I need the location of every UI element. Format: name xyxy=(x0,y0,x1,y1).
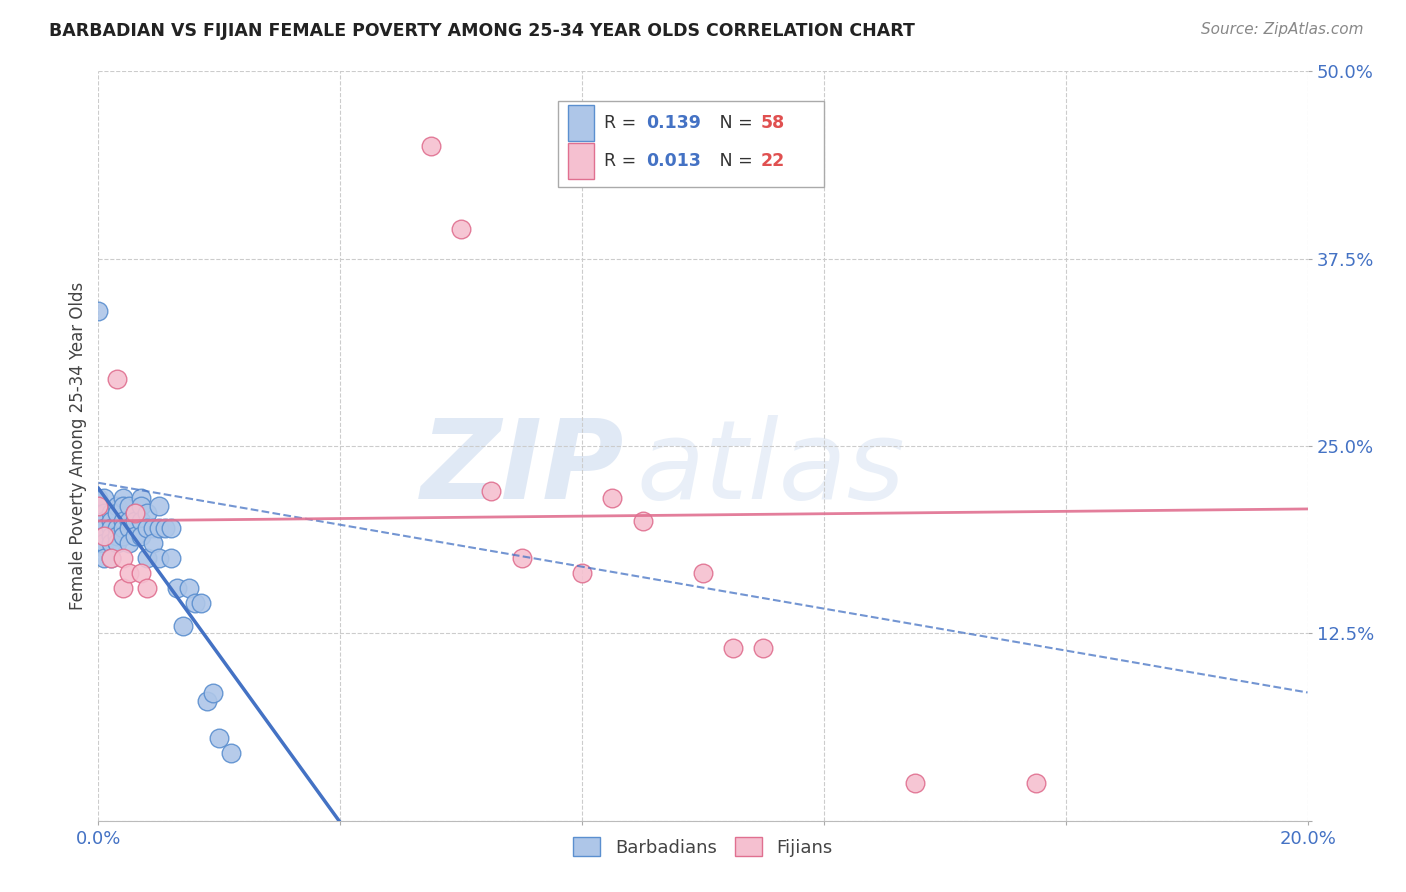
Point xyxy=(118,514,141,528)
Point xyxy=(142,521,165,535)
Point xyxy=(166,582,188,596)
Point xyxy=(148,551,170,566)
Point xyxy=(450,221,472,235)
Point xyxy=(142,536,165,550)
Point xyxy=(160,521,183,535)
Point xyxy=(631,514,654,528)
Point xyxy=(111,551,134,566)
Point xyxy=(190,596,212,610)
Point xyxy=(87,491,110,506)
Point xyxy=(184,596,207,610)
Text: 0.013: 0.013 xyxy=(647,152,702,169)
Point xyxy=(129,566,152,581)
Point xyxy=(105,529,128,543)
Point xyxy=(153,521,176,535)
Point xyxy=(100,521,122,535)
Point xyxy=(420,139,443,153)
Point xyxy=(135,507,157,521)
Point xyxy=(118,536,141,550)
Point xyxy=(100,507,122,521)
Point xyxy=(93,529,115,543)
Point xyxy=(100,536,122,550)
Point xyxy=(135,582,157,596)
Legend: Barbadians, Fijians: Barbadians, Fijians xyxy=(567,830,839,864)
Point xyxy=(124,529,146,543)
Point xyxy=(208,731,231,746)
Point xyxy=(124,514,146,528)
Point xyxy=(111,514,134,528)
Point xyxy=(195,694,218,708)
Text: N =: N = xyxy=(703,152,758,169)
Point xyxy=(93,536,115,550)
Text: R =: R = xyxy=(603,114,641,132)
Text: N =: N = xyxy=(703,114,758,132)
Point xyxy=(105,536,128,550)
FancyBboxPatch shape xyxy=(558,102,824,187)
Point xyxy=(93,529,115,543)
Point xyxy=(118,566,141,581)
Point xyxy=(179,582,201,596)
Point xyxy=(100,529,122,543)
FancyBboxPatch shape xyxy=(568,143,595,178)
Point xyxy=(111,491,134,506)
Point xyxy=(100,551,122,566)
Point xyxy=(129,499,152,513)
Point xyxy=(87,521,110,535)
Point xyxy=(118,521,141,535)
Point xyxy=(105,371,128,385)
Point xyxy=(100,514,122,528)
Text: R =: R = xyxy=(603,152,641,169)
Point xyxy=(105,507,128,521)
Point xyxy=(87,536,110,550)
Y-axis label: Female Poverty Among 25-34 Year Olds: Female Poverty Among 25-34 Year Olds xyxy=(69,282,87,610)
Point xyxy=(904,776,927,790)
Text: 58: 58 xyxy=(761,114,786,132)
Point xyxy=(221,746,243,760)
Point xyxy=(124,507,146,521)
FancyBboxPatch shape xyxy=(568,105,595,141)
Point xyxy=(111,521,134,535)
Point xyxy=(129,514,152,528)
Point xyxy=(510,551,533,566)
Point xyxy=(111,529,134,543)
Text: 0.139: 0.139 xyxy=(647,114,702,132)
Point xyxy=(1024,776,1046,790)
Point xyxy=(87,499,110,513)
Point xyxy=(481,483,503,498)
Point xyxy=(752,641,775,656)
Point xyxy=(129,491,152,506)
Point xyxy=(105,499,128,513)
Point xyxy=(723,641,745,656)
Point xyxy=(160,551,183,566)
Point xyxy=(148,521,170,535)
Point xyxy=(111,499,134,513)
Text: atlas: atlas xyxy=(637,415,905,522)
Point xyxy=(172,619,194,633)
Point xyxy=(135,521,157,535)
Point xyxy=(93,551,115,566)
Text: BARBADIAN VS FIJIAN FEMALE POVERTY AMONG 25-34 YEAR OLDS CORRELATION CHART: BARBADIAN VS FIJIAN FEMALE POVERTY AMONG… xyxy=(49,22,915,40)
Point xyxy=(105,521,128,535)
Point xyxy=(124,507,146,521)
Text: ZIP: ZIP xyxy=(420,415,624,522)
Point xyxy=(692,566,714,581)
Point xyxy=(93,521,115,535)
Point xyxy=(148,499,170,513)
Point xyxy=(129,529,152,543)
Point xyxy=(118,499,141,513)
Point xyxy=(111,582,134,596)
Text: Source: ZipAtlas.com: Source: ZipAtlas.com xyxy=(1201,22,1364,37)
Point xyxy=(571,566,593,581)
Point xyxy=(93,491,115,506)
Point xyxy=(602,491,624,506)
Point xyxy=(87,304,110,318)
Point xyxy=(100,551,122,566)
Point xyxy=(135,551,157,566)
Text: 22: 22 xyxy=(761,152,786,169)
Point xyxy=(93,514,115,528)
Point xyxy=(202,686,225,700)
Point xyxy=(93,507,115,521)
